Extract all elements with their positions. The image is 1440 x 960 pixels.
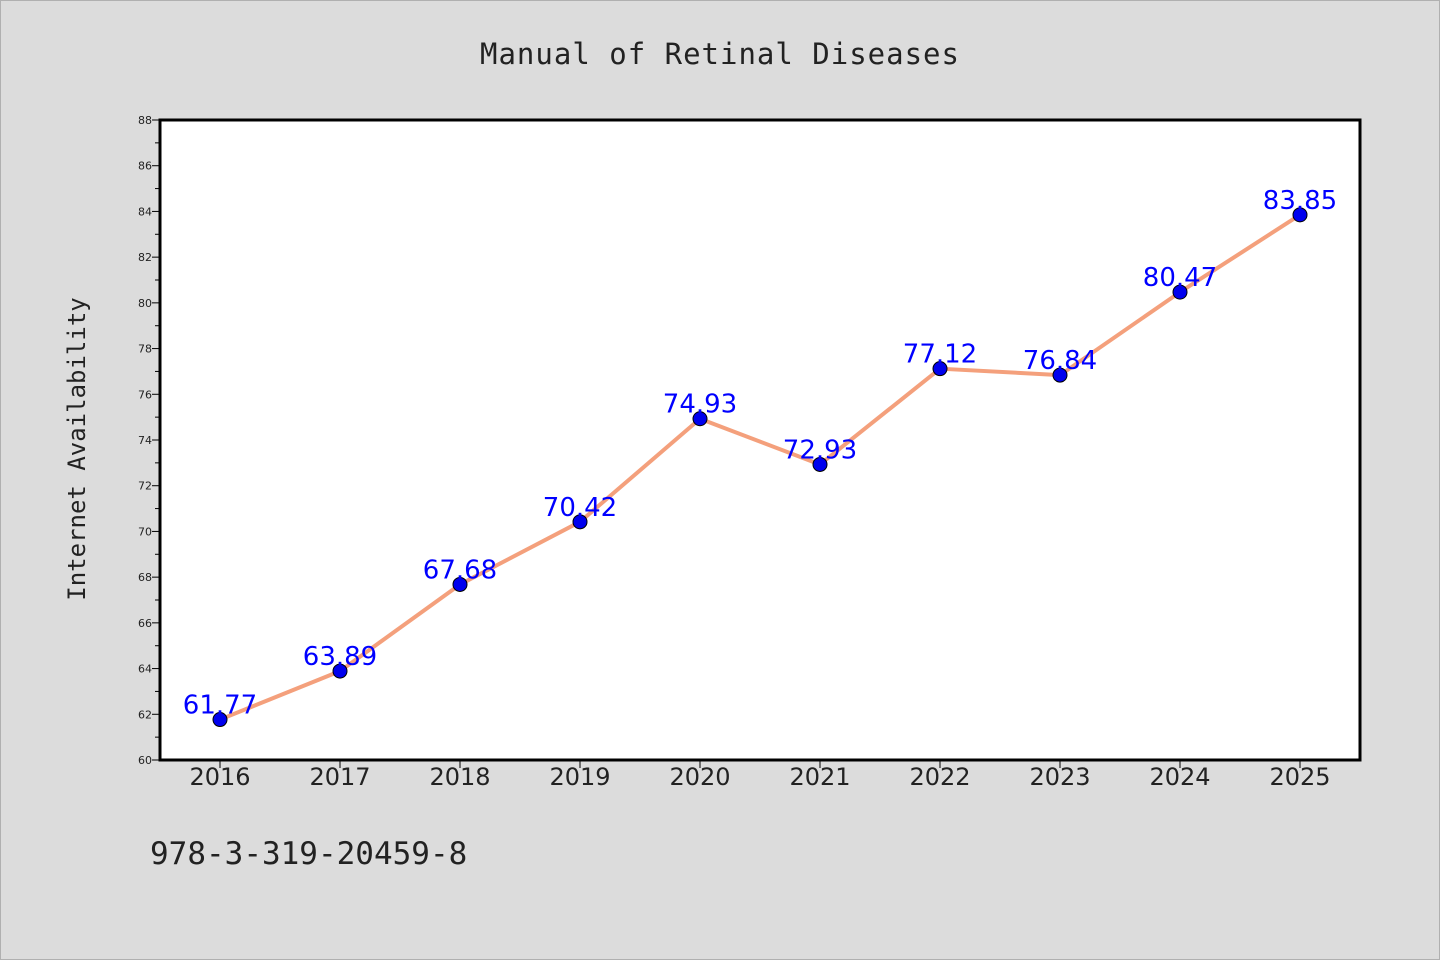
data-label: 72.93 (783, 435, 857, 465)
x-tick-label: 2021 (789, 763, 850, 791)
data-point (332, 663, 348, 679)
plot-frame (158, 118, 1362, 762)
y-tick-label: 62 (138, 708, 152, 721)
data-label: 67.68 (423, 555, 497, 585)
x-tick-label: 2016 (189, 763, 250, 791)
data-label: 74.93 (663, 390, 737, 420)
data-label: 70.42 (543, 493, 617, 523)
data-label: 83.85 (1263, 186, 1337, 216)
data-point (932, 361, 948, 377)
data-point (572, 514, 588, 530)
data-point (812, 456, 828, 472)
y-tick-label: 82 (138, 251, 152, 264)
data-point (1292, 207, 1308, 223)
data-label: 63.89 (303, 642, 377, 672)
y-tick-label: 64 (138, 663, 152, 676)
data-label: 77.12 (903, 340, 977, 370)
y-tick-label: 84 (138, 205, 152, 218)
data-point (1172, 284, 1188, 300)
y-tick-label: 70 (138, 525, 152, 538)
y-tick-label: 60 (138, 754, 152, 767)
data-point (1052, 367, 1068, 383)
data-point (692, 411, 708, 427)
data-label: 80.47 (1143, 263, 1217, 293)
y-tick-label: 88 (138, 114, 152, 127)
data-label: 61.77 (183, 691, 257, 721)
chart-title: Manual of Retinal Diseases (480, 37, 960, 71)
x-tick-label: 2022 (909, 763, 970, 791)
y-axis: 60 62 64 66 68 70 72 74 76 78 80 82 84 86 88 (138, 114, 160, 767)
data-point (452, 576, 468, 592)
x-tick-label: 2018 (429, 763, 490, 791)
y-tick-label: 68 (138, 571, 152, 584)
y-tick-label: 76 (138, 388, 152, 401)
data-label: 76.84 (1023, 346, 1097, 376)
y-tick-label: 78 (138, 343, 152, 356)
x-tick-label: 2025 (1269, 763, 1330, 791)
series-layer: 61.77 63.89 67.68 70.42 74.93 72.93 77.12 76.84… (183, 186, 1337, 728)
x-tick-label: 2023 (1029, 763, 1090, 791)
x-tick-label: 2024 (1149, 763, 1210, 791)
x-tick-label: 2020 (669, 763, 730, 791)
y-tick-label: 80 (138, 297, 152, 310)
y-tick-label: 66 (138, 617, 152, 630)
y-tick-label: 74 (138, 434, 152, 447)
y-tick-label: 72 (138, 480, 152, 493)
series-line (219, 213, 1302, 722)
x-tick-label: 2019 (549, 763, 610, 791)
data-point (212, 712, 228, 728)
x-tick-label: 2017 (309, 763, 370, 791)
x-axis: 2016 2017 2018 2019 2020 2021 2022 2023 2024 2025 (189, 760, 1331, 791)
y-axis-label: Internet Availability (63, 297, 91, 600)
y-tick-label: 86 (138, 160, 152, 173)
isbn-annotation: 978-3-319-20459-8 (150, 836, 467, 872)
